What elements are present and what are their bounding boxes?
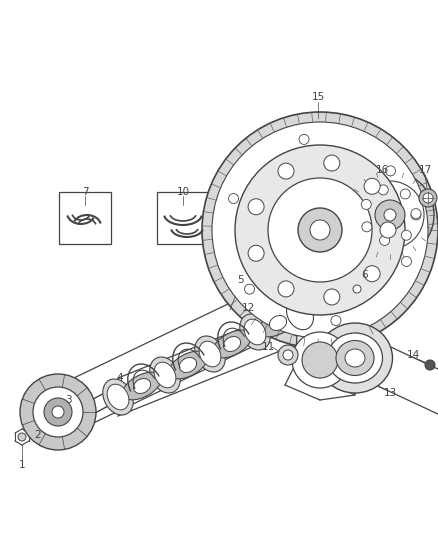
- Circle shape: [361, 199, 371, 209]
- Ellipse shape: [134, 378, 151, 393]
- Ellipse shape: [286, 298, 314, 330]
- Circle shape: [20, 374, 96, 450]
- Circle shape: [362, 222, 372, 232]
- Circle shape: [380, 222, 396, 238]
- Ellipse shape: [107, 384, 129, 410]
- Circle shape: [375, 200, 405, 230]
- Ellipse shape: [154, 362, 176, 388]
- Text: 16: 16: [375, 165, 389, 175]
- Bar: [157, 192, 209, 244]
- Circle shape: [364, 179, 380, 195]
- Circle shape: [356, 181, 424, 249]
- Circle shape: [402, 256, 411, 266]
- Circle shape: [425, 360, 435, 370]
- Circle shape: [302, 342, 338, 378]
- Ellipse shape: [244, 319, 266, 345]
- Circle shape: [331, 316, 341, 326]
- Text: 6: 6: [362, 270, 368, 280]
- Circle shape: [18, 433, 26, 441]
- Ellipse shape: [169, 351, 207, 379]
- Text: 4: 4: [117, 373, 124, 383]
- Ellipse shape: [195, 336, 225, 372]
- Ellipse shape: [223, 336, 240, 351]
- Circle shape: [385, 166, 396, 176]
- Ellipse shape: [240, 314, 270, 350]
- Circle shape: [299, 134, 309, 144]
- Circle shape: [248, 199, 264, 215]
- Circle shape: [283, 350, 293, 360]
- Circle shape: [349, 281, 365, 297]
- Circle shape: [324, 155, 340, 171]
- Bar: [59, 192, 111, 244]
- Circle shape: [212, 122, 428, 338]
- Circle shape: [44, 398, 72, 426]
- Circle shape: [278, 163, 294, 179]
- Ellipse shape: [180, 358, 197, 373]
- Circle shape: [292, 332, 348, 388]
- Text: 7: 7: [82, 187, 88, 197]
- Circle shape: [324, 289, 340, 305]
- Text: 12: 12: [241, 303, 254, 313]
- Text: 1: 1: [19, 460, 25, 470]
- Ellipse shape: [336, 341, 374, 376]
- Circle shape: [278, 345, 298, 365]
- Ellipse shape: [150, 357, 180, 393]
- Ellipse shape: [123, 372, 161, 400]
- Ellipse shape: [328, 333, 382, 383]
- Polygon shape: [290, 300, 438, 415]
- Ellipse shape: [199, 341, 221, 367]
- Circle shape: [278, 281, 294, 297]
- Circle shape: [400, 189, 410, 199]
- Text: 14: 14: [406, 350, 420, 360]
- Text: 15: 15: [311, 92, 325, 102]
- Text: 13: 13: [383, 388, 397, 398]
- Circle shape: [248, 245, 264, 261]
- Circle shape: [419, 189, 437, 207]
- Circle shape: [364, 266, 380, 282]
- Ellipse shape: [269, 316, 286, 330]
- Text: 3: 3: [65, 395, 71, 405]
- Circle shape: [298, 208, 342, 252]
- Ellipse shape: [103, 379, 133, 415]
- Circle shape: [401, 230, 411, 240]
- Polygon shape: [28, 255, 360, 440]
- Circle shape: [33, 387, 83, 437]
- Text: 11: 11: [261, 342, 275, 352]
- Circle shape: [384, 209, 396, 221]
- Circle shape: [310, 220, 330, 240]
- Text: 10: 10: [177, 187, 190, 197]
- Circle shape: [52, 406, 64, 418]
- Circle shape: [202, 112, 438, 348]
- Circle shape: [411, 208, 421, 219]
- Circle shape: [411, 210, 421, 220]
- Ellipse shape: [345, 349, 365, 367]
- Ellipse shape: [279, 290, 321, 338]
- Circle shape: [380, 236, 389, 245]
- Circle shape: [378, 185, 388, 195]
- Circle shape: [346, 171, 434, 259]
- Ellipse shape: [259, 309, 297, 337]
- Circle shape: [268, 178, 372, 282]
- Text: 2: 2: [35, 430, 41, 440]
- Circle shape: [244, 284, 254, 294]
- Ellipse shape: [318, 323, 392, 393]
- Text: 17: 17: [418, 165, 431, 175]
- Ellipse shape: [213, 330, 251, 358]
- Polygon shape: [295, 320, 358, 395]
- Circle shape: [353, 285, 361, 293]
- Circle shape: [235, 145, 405, 315]
- Circle shape: [229, 193, 239, 204]
- Text: 5: 5: [237, 275, 244, 285]
- Circle shape: [423, 193, 433, 203]
